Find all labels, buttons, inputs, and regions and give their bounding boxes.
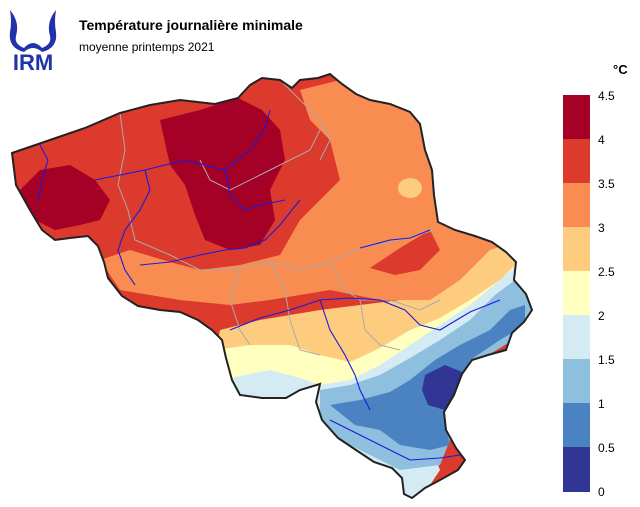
legend-swatch-1.5-2 [563,315,590,359]
color-legend [563,95,590,492]
legend-swatch-0-0.5 [563,447,590,492]
legend-swatch-2-2.5 [563,271,590,315]
legend-tick: 1 [598,397,605,411]
map-title: Température journalière minimale [79,17,303,33]
legend-swatch-3.5-4 [563,139,590,183]
logo-text: IRM [12,50,54,75]
legend-tick: 4.5 [598,89,615,103]
legend-swatch-0.5-1 [563,403,590,447]
legend-tick: 3 [598,221,605,235]
legend-tick: 0.5 [598,441,615,455]
legend-tick: 4 [598,133,605,147]
legend-swatch-2.5-3 [563,227,590,271]
irm-logo-icon [9,10,57,52]
legend-tick: 1.5 [598,353,615,367]
legend-swatch-4-4.5 [563,95,590,139]
legend-tick: 2.5 [598,265,615,279]
legend-tick: 3.5 [598,177,615,191]
legend-tick: 0 [598,485,605,499]
legend-swatch-1-1.5 [563,359,590,403]
legend-swatch-3-3.5 [563,183,590,227]
map-subtitle: moyenne printemps 2021 [79,40,215,54]
legend-tick: 2 [598,309,605,323]
unit-label: °C [613,62,628,77]
